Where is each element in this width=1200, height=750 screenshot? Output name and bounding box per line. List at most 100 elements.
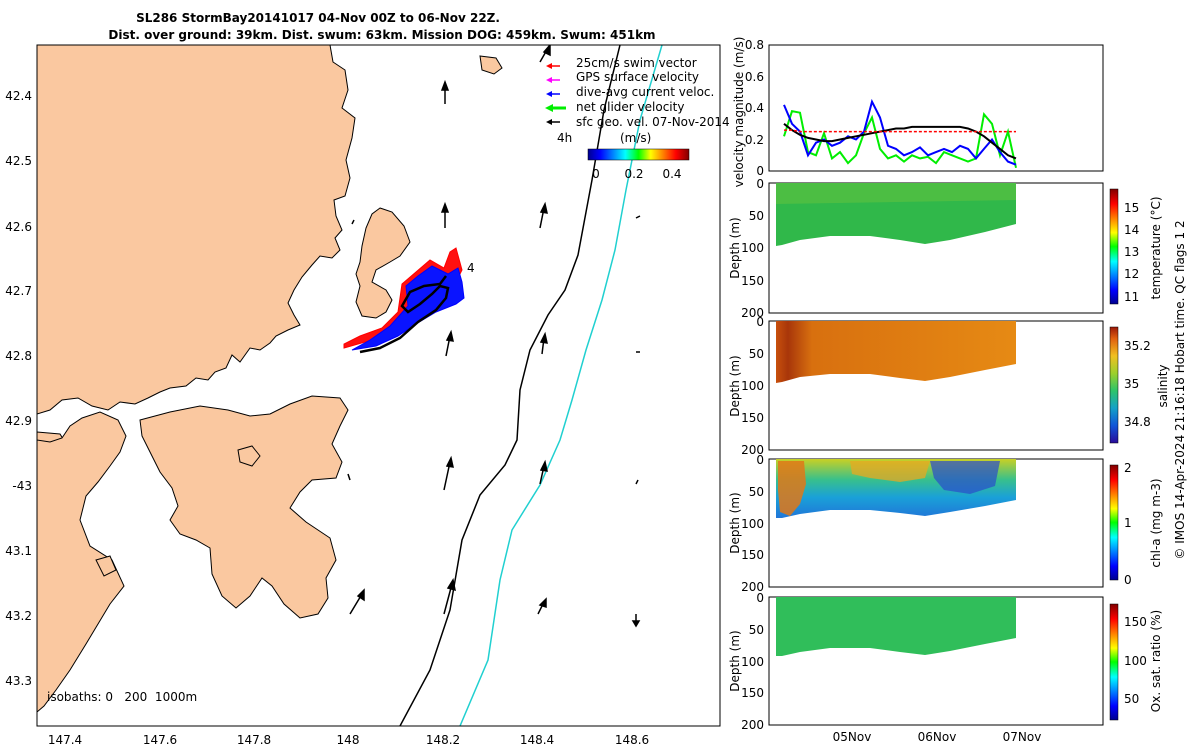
map-ytick: 42.4	[5, 89, 32, 103]
chla-cbar-label: chl-a (mg m-3)	[1149, 478, 1163, 567]
map-colorbar	[587, 148, 690, 161]
legend-label: dive-avg current veloc.	[576, 85, 714, 99]
geo-arrow-head	[445, 329, 454, 342]
chl-ytick: 200	[741, 580, 764, 594]
glider-track: 4	[343, 247, 475, 354]
map-legend: 25cm/s swim vector GPS surface velocity …	[545, 56, 730, 181]
sal-cbar-tick: 35.2	[1124, 339, 1151, 353]
velocity-series-line	[783, 110, 1017, 169]
velocity-y-ticks: 0 0.2 0.4 0.6 0.8	[745, 38, 764, 178]
legend-item-gps: GPS surface velocity	[546, 70, 699, 84]
temp-ytick: 0	[756, 177, 764, 191]
chl-cbar-tick: 0	[1124, 573, 1132, 587]
legend-label: sfc geo. vel. 07-Nov-2014	[576, 115, 730, 129]
chla-subsurface	[850, 461, 930, 482]
temperature-panel: 0 50 100 150 200 Depth (m) 15 14 13 12 1…	[728, 177, 1163, 320]
geo-arrow-head	[539, 459, 548, 472]
chl-cbar-tick: 2	[1124, 461, 1132, 475]
ox-cbar-tick: 100	[1124, 654, 1147, 668]
legend-item-dive: dive-avg current veloc.	[546, 85, 714, 99]
legend-label: 25cm/s swim vector	[576, 56, 697, 70]
temp-cbar-tick: 14	[1124, 223, 1139, 237]
map-xtick: 148.6	[615, 733, 649, 747]
sal-cbar-tick: 35	[1124, 377, 1139, 391]
land-islet-1	[479, 55, 503, 75]
temperature-surface	[776, 183, 1016, 204]
legend-time-label: 4h	[557, 131, 572, 145]
legend-arrowhead	[545, 104, 553, 112]
oxygen-x-ticks: 05Nov 06Nov 07Nov	[833, 730, 1042, 744]
map-ytick: -43	[12, 479, 32, 493]
legend-arrowhead	[546, 91, 552, 97]
land-peninsula	[37, 411, 127, 713]
velocity-series-line	[783, 123, 1017, 160]
ox-ytick: 200	[741, 718, 764, 732]
oxygen-cbar-label: Ox. sat. ratio (%)	[1149, 610, 1163, 712]
map-xtick: 148	[337, 733, 360, 747]
geo-arrow-head	[356, 588, 365, 602]
map-colorbar-tick: 0	[592, 167, 600, 181]
geo-arrow-head	[440, 201, 450, 213]
land-maria-island	[355, 207, 411, 319]
oxygen-panel: 0 50 100 150 200 Depth (m) 150 100 50 Ox…	[728, 591, 1163, 744]
sal-ytick: 100	[741, 379, 764, 393]
oxygen-ylabel: Depth (m)	[728, 630, 742, 691]
map-ytick: 42.9	[5, 414, 32, 428]
date-xtick: 05Nov	[833, 730, 872, 744]
velocity-ylabel: velocity magnitude (m/s)	[732, 37, 746, 188]
land-islet-2	[237, 445, 261, 467]
salinity-y-ticks: 0 50 100 150 200	[741, 315, 764, 457]
temp-ytick: 100	[741, 241, 764, 255]
map-x-axis: 147.4 147.6 147.8 148 148.2 148.4 148.6	[48, 733, 649, 747]
chla-y-ticks: 0 50 100 150 200	[741, 453, 764, 594]
oxygen-section	[776, 597, 1016, 656]
legend-label: GPS surface velocity	[576, 70, 699, 84]
map-panel: 4	[5, 44, 730, 747]
chl-ytick: 50	[749, 485, 764, 499]
map-ytick: 43.2	[5, 609, 32, 623]
ox-cbar-tick: 150	[1124, 615, 1147, 629]
geo-arrow-head	[542, 45, 551, 57]
ox-ytick: 150	[741, 686, 764, 700]
figure-title-line2: Dist. over ground: 39km. Dist. swum: 63k…	[108, 28, 655, 42]
velocity-series	[783, 98, 1017, 169]
land-mainland	[37, 45, 356, 415]
isobaths-note: isobaths: 0 200 1000m	[47, 690, 197, 704]
chla-low-patch	[930, 461, 1000, 494]
track-black-path	[359, 275, 450, 354]
legend-arrowhead	[546, 63, 552, 69]
vel-ytick: 0	[756, 164, 764, 178]
hour-marker: 4	[467, 261, 475, 275]
map-colorbar-tick: 0.2	[624, 167, 643, 181]
geo-arrow-head	[440, 79, 450, 91]
geo-arrow-head	[446, 578, 456, 592]
vel-ytick: 0.6	[745, 70, 764, 84]
chl-ytick: 0	[756, 453, 764, 467]
oxygen-colorbar	[1109, 603, 1119, 721]
temp-cbar-tick: 13	[1124, 245, 1139, 259]
ox-ytick: 100	[741, 655, 764, 669]
chla-colorbar	[1109, 464, 1119, 581]
map-xtick: 147.4	[48, 733, 82, 747]
vel-ytick: 0.4	[745, 101, 764, 115]
vel-ytick: 0.8	[745, 38, 764, 52]
date-xtick: 07Nov	[1003, 730, 1042, 744]
map-xtick: 148.4	[520, 733, 554, 747]
oxygen-y-ticks: 0 50 100 150 200	[741, 591, 764, 732]
chla-panel: 0 50 100 150 200 Depth (m) 2 1 0 chl-a (…	[728, 453, 1163, 594]
chl-ytick: 100	[741, 517, 764, 531]
temp-cbar-tick: 11	[1124, 290, 1139, 304]
geo-arrow-head	[539, 331, 548, 344]
temperature-y-ticks: 0 50 100 150 200	[741, 177, 764, 320]
temperature-cbar-label: temperature (°C)	[1149, 197, 1163, 300]
geo-arrow	[635, 479, 639, 485]
map-xtick: 147.8	[237, 733, 271, 747]
isobath-1000m	[459, 45, 663, 726]
map-xtick: 147.6	[143, 733, 177, 747]
chl-cbar-tick: 1	[1124, 516, 1132, 530]
legend-item-net: net glider velocity	[545, 100, 684, 114]
ox-ytick: 50	[749, 623, 764, 637]
map-frame	[36, 44, 721, 727]
imos-credit: © IMOS 14-Apr-2024 21:16:18 Hobart time.…	[1173, 220, 1187, 559]
temp-ytick: 200	[741, 306, 764, 320]
